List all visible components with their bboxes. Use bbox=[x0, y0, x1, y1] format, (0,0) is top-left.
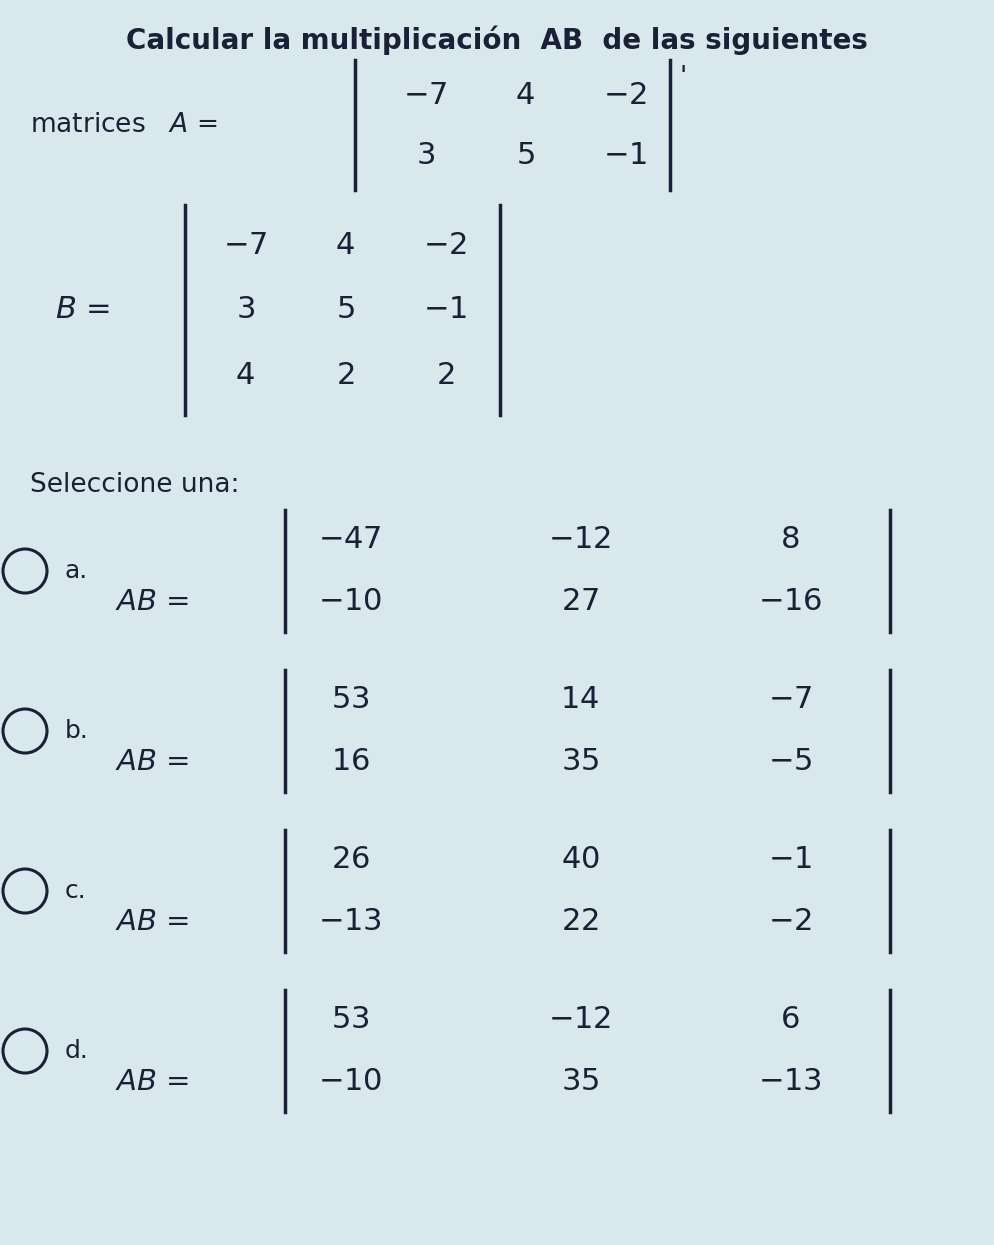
Text: $2$: $2$ bbox=[336, 361, 354, 390]
Text: a.: a. bbox=[65, 559, 88, 583]
Text: $26$: $26$ bbox=[331, 845, 370, 874]
Text: $14$: $14$ bbox=[561, 686, 599, 715]
Text: $\mathit{B}$ =: $\mathit{B}$ = bbox=[55, 295, 110, 325]
Text: $5$: $5$ bbox=[516, 141, 535, 169]
Text: Seleccione una:: Seleccione una: bbox=[30, 472, 240, 498]
Text: $-2$: $-2$ bbox=[768, 908, 812, 936]
Text: $-1$: $-1$ bbox=[768, 845, 812, 874]
Text: $-10$: $-10$ bbox=[318, 588, 382, 616]
Text: $-16$: $-16$ bbox=[757, 588, 822, 616]
Text: $5$: $5$ bbox=[336, 295, 355, 325]
Text: b.: b. bbox=[65, 720, 88, 743]
Text: $-2$: $-2$ bbox=[423, 230, 467, 259]
Text: $\mathit{AB}$ =: $\mathit{AB}$ = bbox=[115, 588, 189, 616]
Text: c.: c. bbox=[65, 879, 86, 903]
Text: $\mathit{AB}$ =: $\mathit{AB}$ = bbox=[115, 1068, 189, 1096]
Text: $-10$: $-10$ bbox=[318, 1067, 382, 1097]
Text: $-13$: $-13$ bbox=[758, 1067, 822, 1097]
Text: $-7$: $-7$ bbox=[767, 686, 812, 715]
Text: $-1$: $-1$ bbox=[603, 141, 647, 169]
Text: d.: d. bbox=[65, 1040, 88, 1063]
Text: $-12$: $-12$ bbox=[549, 525, 611, 554]
Text: $35$: $35$ bbox=[561, 1067, 599, 1097]
Text: $4$: $4$ bbox=[335, 230, 355, 259]
Text: $8$: $8$ bbox=[780, 525, 800, 554]
Text: $16$: $16$ bbox=[331, 747, 370, 777]
Text: $40$: $40$ bbox=[561, 845, 599, 874]
Text: $53$: $53$ bbox=[331, 686, 369, 715]
Text: $27$: $27$ bbox=[561, 588, 599, 616]
Text: $3$: $3$ bbox=[236, 295, 254, 325]
Text: Calcular la multiplicación  AB  de las siguientes: Calcular la multiplicación AB de las sig… bbox=[126, 25, 868, 55]
Text: $-12$: $-12$ bbox=[549, 1006, 611, 1035]
Text: $-47$: $-47$ bbox=[318, 525, 382, 554]
Text: $-7$: $-7$ bbox=[403, 81, 447, 110]
Text: $4$: $4$ bbox=[515, 81, 535, 110]
Text: $35$: $35$ bbox=[561, 747, 599, 777]
Text: $-5$: $-5$ bbox=[767, 747, 812, 777]
Text: $22$: $22$ bbox=[561, 908, 599, 936]
Text: $-13$: $-13$ bbox=[318, 908, 382, 936]
Text: $6$: $6$ bbox=[780, 1006, 800, 1035]
Text: $3$: $3$ bbox=[415, 141, 434, 169]
Text: matrices   $\mathit{A}$ =: matrices $\mathit{A}$ = bbox=[30, 112, 218, 138]
Text: $-2$: $-2$ bbox=[603, 81, 647, 110]
Text: $\mathit{AB}$ =: $\mathit{AB}$ = bbox=[115, 748, 189, 776]
Text: $-1$: $-1$ bbox=[423, 295, 467, 325]
Text: $53$: $53$ bbox=[331, 1006, 369, 1035]
Text: $2$: $2$ bbox=[435, 361, 454, 390]
Text: $4$: $4$ bbox=[236, 361, 254, 390]
Text: $\mathit{AB}$ =: $\mathit{AB}$ = bbox=[115, 908, 189, 936]
Text: ': ' bbox=[680, 65, 687, 91]
Text: $-7$: $-7$ bbox=[223, 230, 267, 259]
